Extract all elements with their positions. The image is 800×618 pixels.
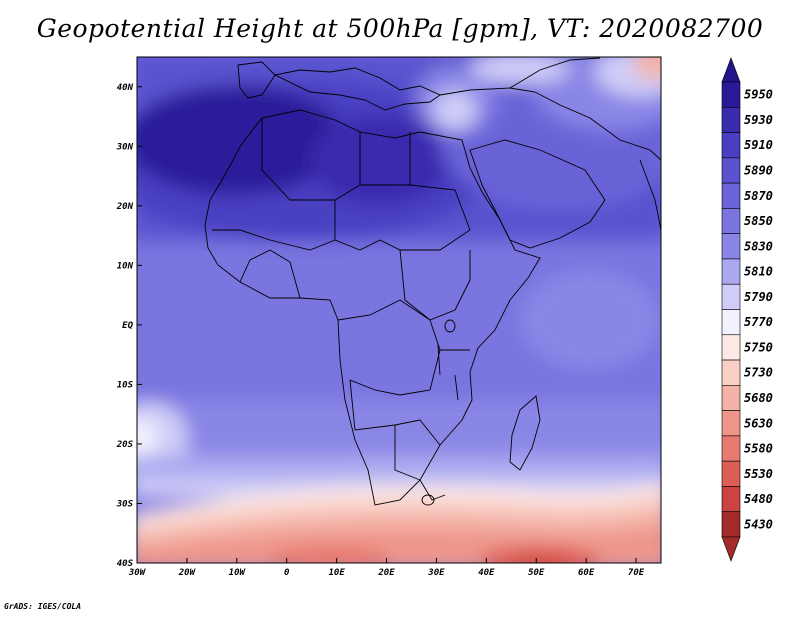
colorbar-level-label: 5730 — [744, 366, 773, 380]
india-outline — [639, 159, 661, 231]
colorbar-swatch — [721, 157, 741, 184]
lat-tick-label: 20N — [116, 202, 134, 212]
lon-tick-label: 60E — [578, 568, 595, 578]
colorbar-level-label: 5430 — [744, 517, 773, 531]
colorbar-swatch — [721, 132, 741, 159]
colorbar-level-label: 5830 — [744, 239, 773, 253]
colorbar-swatch — [721, 81, 741, 108]
colorbar-swatch — [721, 182, 741, 209]
colorbar-swatch — [721, 283, 741, 310]
colorbar-swatch — [721, 309, 741, 336]
colorbar-swatch — [721, 511, 741, 538]
lat-tick-label: 10S — [117, 380, 134, 390]
colorbar-swatch — [721, 258, 741, 285]
colorbar-level-label: 5910 — [744, 138, 773, 152]
colorbar-level-label: 5930 — [744, 113, 773, 127]
map-title: Geopotential Height at 500hPa [gpm], VT:… — [36, 14, 764, 43]
lon-tick-label: 10E — [328, 568, 345, 578]
colorbar-level-label: 5870 — [744, 189, 773, 203]
lat-tick-label: 10N — [117, 261, 134, 271]
europe-outline — [237, 61, 276, 99]
colorbar-level-label: 5790 — [744, 290, 773, 304]
colorbar-swatch — [721, 460, 741, 487]
colorbar-swatch — [721, 106, 741, 133]
colorbar-level-label: 5770 — [744, 315, 773, 329]
lon-tick-label: 30W — [128, 568, 147, 578]
lon-tick-label: 0 — [284, 568, 290, 578]
lat-tick-label: 30N — [116, 142, 134, 152]
colorbar-swatch — [721, 435, 741, 462]
lon-tick-label: 50E — [528, 568, 545, 578]
lat-tick-label: 40N — [117, 83, 134, 93]
colorbar-swatch — [721, 334, 741, 361]
colorbar-level-label: 5810 — [744, 265, 773, 279]
colorbar-level-label: 5750 — [744, 340, 773, 354]
africa-outline — [204, 109, 541, 506]
lat-axis: 40N 30N 20N 10N EQ 10S 20S 30S 40S — [116, 83, 142, 569]
lon-tick-label: 10W — [229, 568, 247, 578]
colorbar-swatch — [721, 208, 741, 234]
colorbar-top-arrow — [721, 57, 741, 83]
coastlines — [204, 57, 661, 506]
height-field — [137, 57, 661, 563]
colorbar-level-label: 5530 — [744, 467, 773, 481]
colorbar-swatch — [721, 233, 741, 260]
lon-tick-label: 40E — [478, 568, 495, 578]
colorbar-level-label: 5680 — [744, 391, 773, 405]
colorbar-swatch — [721, 359, 741, 386]
lon-axis: 30W 20W 10W 0 10E 20E 30E 40E 50E 60E 70E — [128, 558, 645, 578]
madagascar-outline — [509, 395, 541, 471]
colorbar: 5950 5930 5910 5890 5870 5850 5830 5810 5790 5770… — [721, 57, 773, 562]
colorbar-level-label: 5630 — [744, 416, 773, 430]
colorbar-swatch — [721, 385, 741, 411]
lat-tick-label: 40S — [117, 559, 134, 569]
colorbar-level-label: 5480 — [744, 492, 773, 506]
colorbar-level-label: 5950 — [744, 88, 773, 102]
colorbar-bottom-arrow — [721, 536, 741, 562]
colorbar-swatch — [721, 486, 741, 513]
lat-tick-label: 20S — [116, 440, 134, 450]
colorbar-level-label: 5890 — [744, 163, 773, 177]
colorbar-swatch — [721, 410, 741, 437]
lat-tick-label: 30S — [116, 499, 134, 509]
lon-tick-label: 30E — [427, 568, 445, 578]
colorbar-level-label: 5850 — [744, 214, 773, 228]
arabia-outline — [469, 139, 606, 249]
colorbar-level-label: 5580 — [744, 442, 773, 456]
lat-tick-label: EQ — [122, 321, 133, 331]
lon-tick-label: 20W — [178, 568, 197, 578]
lon-tick-label: 70E — [628, 568, 645, 578]
plot-frame — [136, 56, 662, 564]
grads-credit: GrADS: IGES/COLA — [4, 602, 82, 611]
lon-tick-label: 20E — [377, 568, 395, 578]
